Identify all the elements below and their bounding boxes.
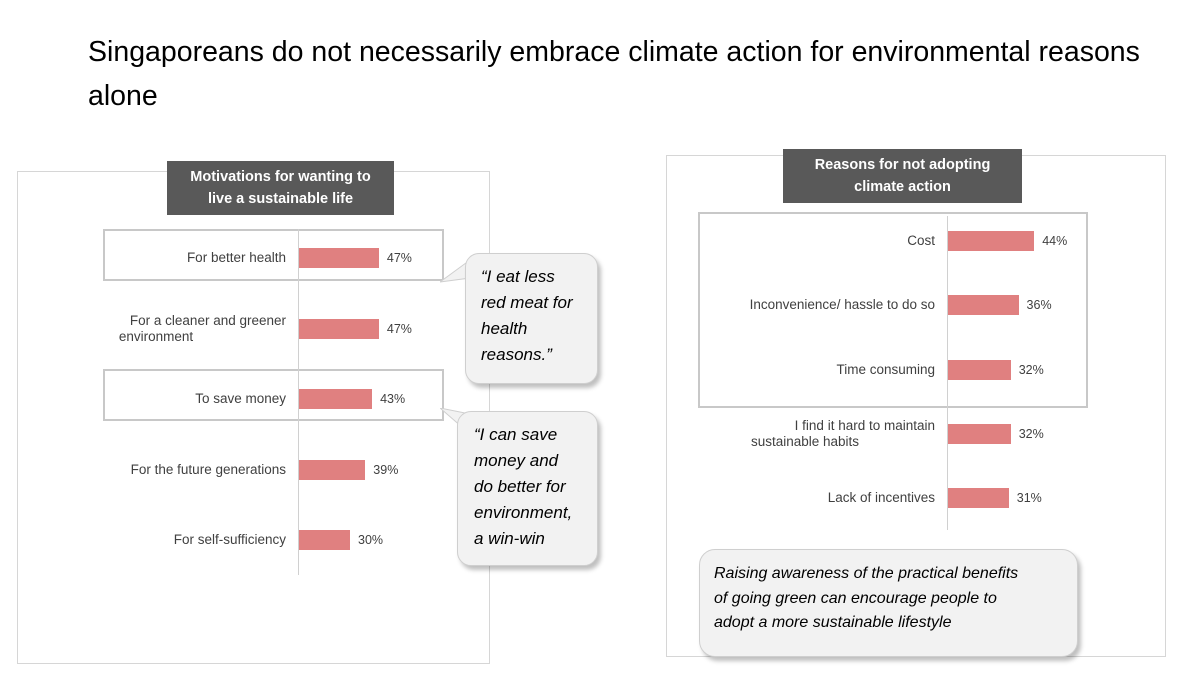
bar-to-save-money xyxy=(299,389,373,409)
value-label-for-a-cleaner-and-greener-environment: 47% xyxy=(386,321,412,336)
category-label-lack-of-incentives: Lack of incentives xyxy=(675,490,935,506)
category-label-time-consuming: Time consuming xyxy=(675,362,935,378)
page-title: Singaporeans do not necessarily embrace … xyxy=(88,36,1140,112)
callout-line1: Raising awareness of the practical benef… xyxy=(714,565,1019,582)
value-label-to-save-money: 43% xyxy=(380,392,406,406)
category-label-for-the-future-generations: For the future generations xyxy=(26,462,286,478)
bar-inconvenience-hassle-to-do-so xyxy=(948,295,1019,316)
category-label-to-save-money: To save money xyxy=(26,391,286,407)
category-label-inconvenience-hassle-to-do-so: Inconvenience/ hassle to do so xyxy=(675,297,935,313)
bar-for-a-cleaner-and-greener-environment xyxy=(299,318,379,339)
value-label-for-better-health: 47% xyxy=(386,251,412,265)
category-label-i-find-it-hard-to-maintain-sustainable-habits: I find it hard to maintain sustainable ha… xyxy=(675,418,935,450)
barriers-title-line1: Reasons for not adopting xyxy=(814,157,991,173)
category-label-line1: For self-sufficiency xyxy=(173,532,286,547)
quote2-line3: do better for xyxy=(474,477,566,496)
category-label-line1: Lack of incentives xyxy=(827,490,935,505)
quote2-line5: a win-win xyxy=(474,529,545,548)
bar-for-the-future-generations xyxy=(299,459,366,480)
category-label-for-a-cleaner-and-greener-environment: For a cleaner and greener environment xyxy=(26,313,286,345)
quote-bubble-health: “I eat less red meat for health reasons.… xyxy=(465,253,598,384)
bar-cost xyxy=(948,231,1035,251)
category-label-cost: Cost xyxy=(675,233,935,249)
value-label-time-consuming: 32% xyxy=(1018,362,1044,377)
value-label-inconvenience-hassle-to-do-so: 36% xyxy=(1026,298,1052,313)
motivations-panel xyxy=(17,171,490,664)
highlight-box-save-money xyxy=(103,369,444,421)
value-label-cost: 44% xyxy=(1042,234,1068,248)
category-label-line1: For better health xyxy=(186,250,286,265)
category-label-for-self-sufficiency: For self-sufficiency xyxy=(26,532,286,548)
motivations-title-line2: live a sustainable life xyxy=(207,191,354,207)
category-label-for-better-health: For better health xyxy=(26,250,286,266)
category-label-line2: sustainable habits xyxy=(750,433,860,449)
value-label-i-find-it-hard-to-maintain-sustainable-habits: 32% xyxy=(1018,426,1044,441)
value-label-lack-of-incentives: 31% xyxy=(1016,491,1042,505)
quote2-line4: environment, xyxy=(474,503,573,522)
bar-time-consuming xyxy=(948,359,1011,380)
motivations-axis xyxy=(298,229,299,575)
bar-lack-of-incentives xyxy=(948,488,1009,508)
category-label-line1: For a cleaner and greener xyxy=(129,312,286,328)
barriers-title-line2: climate action xyxy=(854,179,951,195)
category-label-line2: environment xyxy=(118,328,194,344)
quote1-line4: reasons.” xyxy=(481,345,552,364)
quote2-line1: “I can save xyxy=(474,425,558,444)
motivations-chart-title: Motivations for wanting to live a sustain… xyxy=(167,161,394,215)
barriers-axis xyxy=(947,216,948,530)
category-label-line1: I find it hard to maintain xyxy=(794,417,935,433)
highlight-box-top-barriers xyxy=(698,212,1088,408)
bar-i-find-it-hard-to-maintain-sustainable-habits xyxy=(948,423,1011,444)
value-label-for-self-sufficiency: 30% xyxy=(358,533,384,547)
value-label-for-the-future-generations: 39% xyxy=(373,462,399,477)
callout-box: Raising awareness of the practical benef… xyxy=(699,549,1078,657)
category-label-line1: Time consuming xyxy=(836,361,935,377)
quote-bubble-save-money: “I can save money and do better for envi… xyxy=(457,411,598,566)
bar-for-self-sufficiency xyxy=(299,530,350,550)
bar-for-better-health xyxy=(299,248,379,268)
category-label-line1: Cost xyxy=(907,233,935,248)
callout-line3: adopt a more sustainable lifestyle xyxy=(714,614,952,631)
category-label-line1: For the future generations xyxy=(130,461,286,477)
callout-line2: of going green can encourage people to xyxy=(714,589,997,607)
quote1-line2: red meat for xyxy=(481,293,573,312)
quote1-line3: health xyxy=(481,319,528,338)
barriers-chart-title: Reasons for not adopting climate action xyxy=(783,149,1022,203)
quote2-line2: money and xyxy=(474,451,559,470)
highlight-box-better-health xyxy=(103,229,444,281)
motivations-title-line1: Motivations for wanting to xyxy=(190,169,371,185)
category-label-line1: To save money xyxy=(195,391,286,406)
quote1-line1: “I eat less xyxy=(481,267,555,286)
category-label-line1: Inconvenience/ hassle to do so xyxy=(749,297,935,313)
